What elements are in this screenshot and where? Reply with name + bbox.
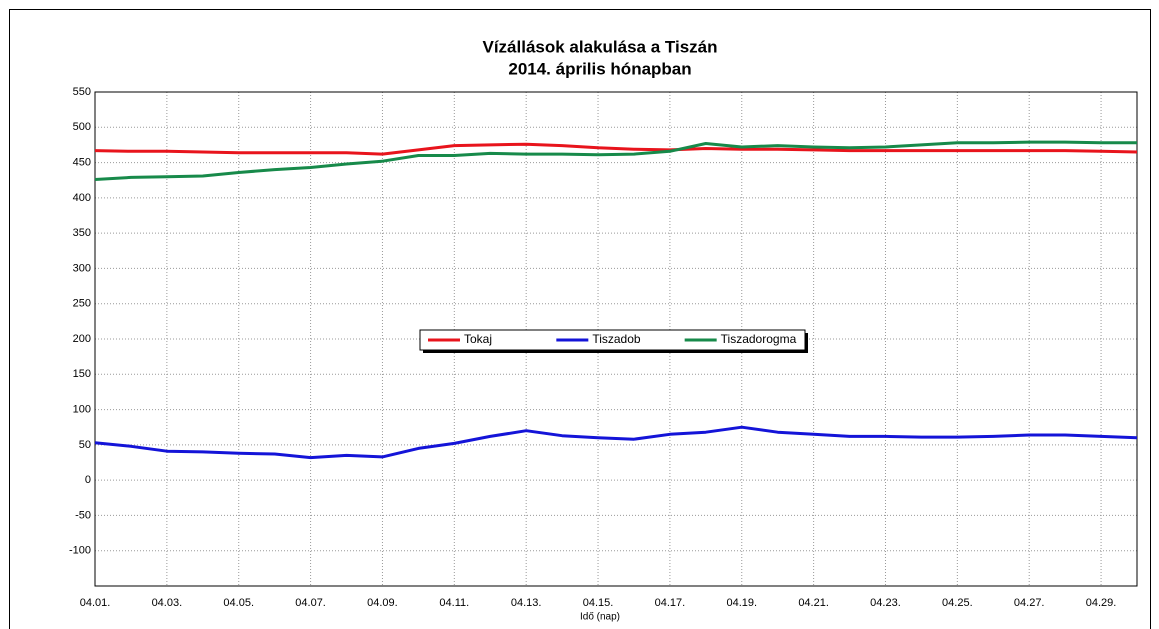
y-tick-label: 400 bbox=[73, 192, 91, 204]
y-tick-label: 150 bbox=[73, 368, 91, 380]
x-tick-label: 04.09. bbox=[367, 597, 398, 609]
x-tick-label: 04.29. bbox=[1086, 597, 1117, 609]
x-tick-label: 04.11. bbox=[439, 597, 469, 609]
y-tick-label: 0 bbox=[85, 474, 91, 486]
y-tick-label: 500 bbox=[73, 121, 91, 133]
y-tick-label: -50 bbox=[75, 509, 91, 521]
legend-box bbox=[419, 329, 806, 351]
x-tick-label: 04.19. bbox=[726, 597, 757, 609]
y-tick-label: 350 bbox=[73, 227, 91, 239]
y-tick-label: 200 bbox=[73, 333, 91, 345]
x-tick-label: 04.25. bbox=[942, 597, 973, 609]
x-tick-label: 04.21. bbox=[798, 597, 829, 609]
y-tick-label: 50 bbox=[79, 439, 91, 451]
y-tick-label: -100 bbox=[69, 545, 91, 557]
y-tick-label: 550 bbox=[73, 86, 91, 98]
x-tick-label: 04.03. bbox=[152, 597, 183, 609]
legend-label: Tokaj bbox=[464, 332, 492, 346]
x-tick-label: 04.15. bbox=[583, 597, 614, 609]
x-tick-label: 04.07. bbox=[295, 597, 326, 609]
legend: Tokaj Tiszadob Tiszadorogma bbox=[419, 329, 808, 353]
series-line bbox=[94, 142, 1138, 156]
y-tick-label: 250 bbox=[73, 298, 91, 310]
x-tick-label: 04.13. bbox=[511, 597, 542, 609]
y-tick-label: 100 bbox=[73, 403, 91, 415]
x-tick-label: 04.27. bbox=[1014, 597, 1045, 609]
x-tick-label: 04.17. bbox=[655, 597, 686, 609]
y-tick-label: 300 bbox=[73, 262, 91, 274]
x-tick-label: 04.01. bbox=[80, 597, 111, 609]
frame bbox=[9, 9, 1151, 629]
plot-border bbox=[94, 91, 1138, 587]
legend-label: Tiszadorogma bbox=[721, 332, 797, 346]
x-axis-label: Idő (nap) bbox=[580, 612, 620, 623]
chart-subtitle: 2014. április hónapban bbox=[508, 59, 691, 78]
legend-label: Tiszadob bbox=[592, 332, 641, 346]
series-line bbox=[94, 425, 1138, 460]
series-line bbox=[94, 140, 1137, 181]
y-tick-label: 450 bbox=[73, 156, 91, 168]
x-tick-label: 04.05. bbox=[223, 597, 254, 609]
x-tick-label: 04.23. bbox=[870, 597, 901, 609]
chart-title: Vízállások alakulása a Tiszán bbox=[483, 37, 718, 56]
